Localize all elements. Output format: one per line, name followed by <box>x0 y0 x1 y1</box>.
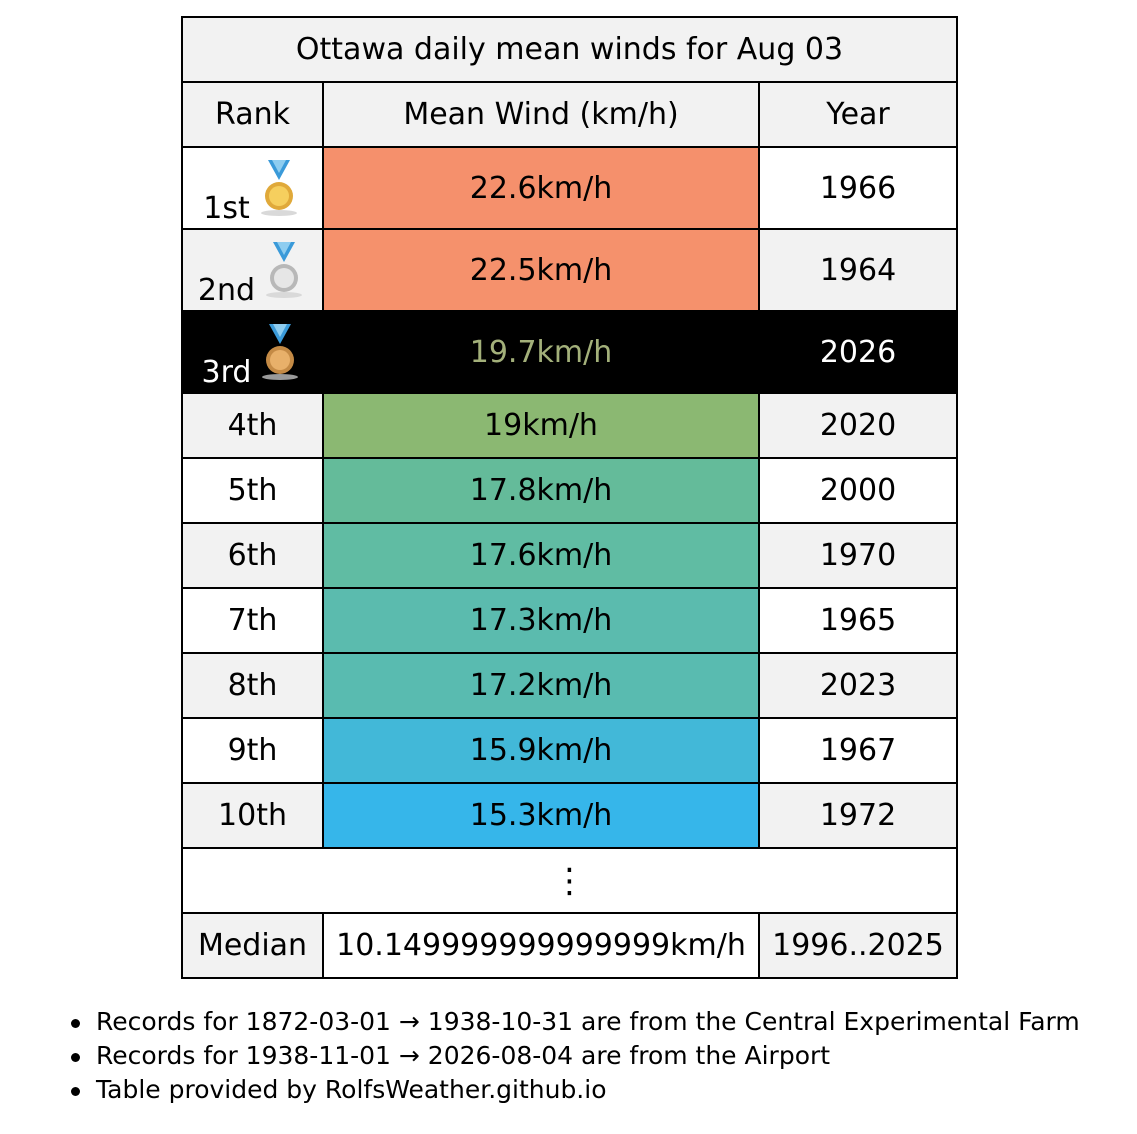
year-cell: 1966 <box>757 146 959 230</box>
wind-value-cell: 19km/h <box>322 392 760 459</box>
table-row: 5th 17.8km/h 2000 <box>181 457 959 524</box>
rank-cell: 7th <box>181 587 324 654</box>
median-wind-value: 10.149999999999999km/h <box>322 912 760 979</box>
rank-cell: 10th <box>181 782 324 849</box>
table-title-row: Ottawa daily mean winds for Aug 03 <box>180 16 959 83</box>
header-year: Year <box>757 81 959 148</box>
table-header-row: Rank Mean Wind (km/h) Year <box>181 81 959 148</box>
note-item: Records for 1938-11-01 → 2026-08-04 are … <box>71 1039 1080 1073</box>
year-cell: 2023 <box>757 652 959 719</box>
wind-value-cell: 17.3km/h <box>322 587 760 654</box>
rank-cell: 1st <box>181 146 324 230</box>
note-item: Records for 1872-03-01 → 1938-10-31 are … <box>71 1005 1080 1039</box>
table-row: 9th 15.9km/h 1967 <box>181 717 959 784</box>
gold-medal-icon <box>260 160 297 216</box>
year-cell: 1964 <box>757 228 959 312</box>
rank-cell: 8th <box>181 652 324 719</box>
year-cell: 2020 <box>757 392 959 459</box>
year-cell: 2026 <box>757 310 959 394</box>
table-row: 1st 22.6km/h 1966 <box>181 146 959 230</box>
notes-list: Records for 1872-03-01 → 1938-10-31 are … <box>71 1005 1080 1107</box>
year-cell: 1972 <box>757 782 959 849</box>
median-label: Median <box>181 912 324 979</box>
silver-medal-icon <box>266 242 303 298</box>
year-cell: 1967 <box>757 717 959 784</box>
rank-cell: 4th <box>181 392 324 459</box>
wind-value-cell: 15.9km/h <box>322 717 760 784</box>
table-row: 7th 17.3km/h 1965 <box>181 587 959 654</box>
note-item: Table provided by RolfsWeather.github.io <box>71 1073 1080 1107</box>
median-years: 1996..2025 <box>757 912 959 979</box>
table-row: 6th 17.6km/h 1970 <box>181 522 959 589</box>
bronze-medal-icon <box>262 324 299 380</box>
wind-value-cell: 17.2km/h <box>322 652 760 719</box>
table-row-current-year: 3rd 19.7km/h 2026 <box>181 310 959 394</box>
year-cell: 1965 <box>757 587 959 654</box>
table-row: 4th 19km/h 2020 <box>181 392 959 459</box>
rank-label: 2nd <box>197 273 256 308</box>
table-row: 8th 17.2km/h 2023 <box>181 652 959 719</box>
wind-value-cell: 17.8km/h <box>322 457 760 524</box>
year-cell: 2000 <box>757 457 959 524</box>
rank-cell: 9th <box>181 717 324 784</box>
year-cell: 1970 <box>757 522 959 589</box>
table-row: 10th 15.3km/h 1972 <box>181 782 959 849</box>
header-rank: Rank <box>181 81 324 148</box>
ellipsis-row: ⋮ <box>180 847 959 914</box>
wind-records-table: Ottawa daily mean winds for Aug 03 Rank … <box>180 16 959 979</box>
rank-label: 1st <box>203 191 250 226</box>
rank-label: 3rd <box>201 355 252 390</box>
rank-cell: 6th <box>181 522 324 589</box>
rank-cell: 5th <box>181 457 324 524</box>
wind-value-cell: 22.5km/h <box>322 228 760 312</box>
header-mean-wind: Mean Wind (km/h) <box>322 81 760 148</box>
wind-value-cell: 22.6km/h <box>322 146 760 230</box>
table-row: 2nd 22.5km/h 1964 <box>181 228 959 312</box>
wind-value-cell: 17.6km/h <box>322 522 760 589</box>
wind-value-cell: 19.7km/h <box>322 310 760 394</box>
wind-value-cell: 15.3km/h <box>322 782 760 849</box>
table-title: Ottawa daily mean winds for Aug 03 <box>180 16 959 83</box>
rank-cell: 2nd <box>181 228 324 312</box>
ellipsis: ⋮ <box>180 847 959 914</box>
median-row: Median 10.149999999999999km/h 1996..2025 <box>181 912 959 979</box>
rank-cell: 3rd <box>181 310 324 394</box>
